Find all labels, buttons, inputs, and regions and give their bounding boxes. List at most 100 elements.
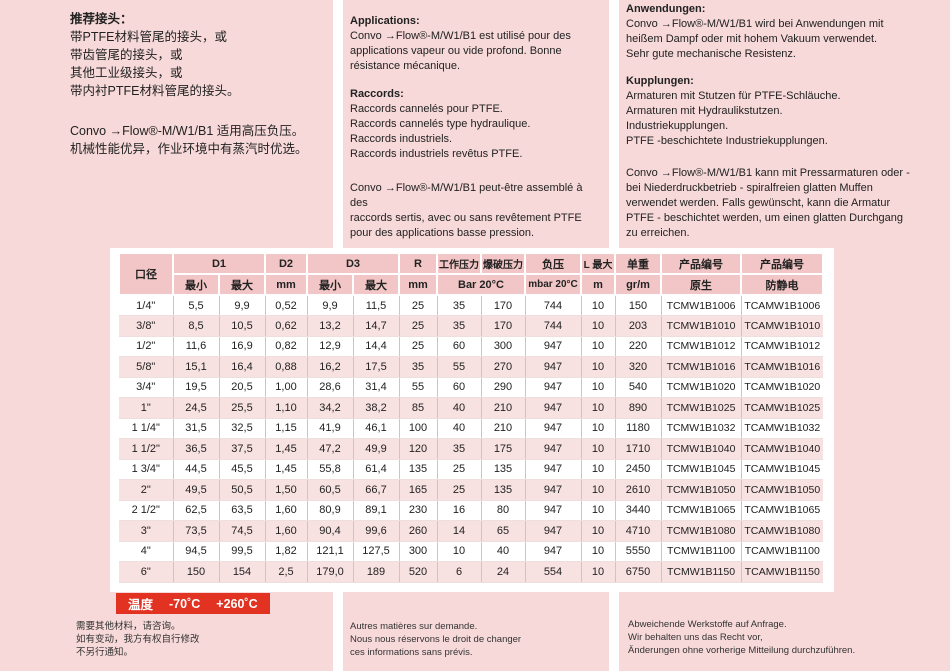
table-cell: TCAMW1B1032 bbox=[740, 417, 823, 439]
table-cell: TCMW1B1020 bbox=[660, 376, 742, 398]
table-cell: 25,5 bbox=[218, 397, 266, 419]
table-cell: 10 bbox=[580, 458, 616, 480]
table-row: 1/2" 11,6 16,9 0,82 12,9 14,4 25 60 300 947 10 220 T… bbox=[119, 335, 823, 357]
table-cell: 1/4" bbox=[119, 294, 174, 316]
table-cell: 270 bbox=[480, 356, 526, 378]
table-cell: TCAMW1B1040 bbox=[740, 438, 823, 460]
table-cell: 6 bbox=[436, 561, 482, 583]
table-cell: 179,0 bbox=[306, 561, 354, 583]
table-cell: 89,1 bbox=[352, 499, 400, 521]
header-product-code-antistatic: 产品编号 bbox=[740, 252, 824, 275]
table-cell: 36,5 bbox=[172, 438, 220, 460]
table-cell: TCAMW1B1065 bbox=[740, 499, 823, 521]
chinese-body-text: 带PTFE材料管尾的接头，或 带齿管尾的接头，或 其他工业级接头，或 带内衬PT… bbox=[70, 30, 240, 98]
table-cell: 947 bbox=[524, 458, 582, 480]
header-r: R bbox=[398, 252, 438, 275]
table-cell: 10 bbox=[580, 479, 616, 501]
table-cell: TCAMW1B1050 bbox=[740, 479, 823, 501]
table-cell: 74,5 bbox=[218, 520, 266, 542]
table-cell: 1,60 bbox=[264, 520, 308, 542]
table-cell: 0,82 bbox=[264, 335, 308, 357]
table-cell: 80 bbox=[480, 499, 526, 521]
table-cell: 3/4" bbox=[119, 376, 174, 398]
table-cell: TCMW1B1065 bbox=[660, 499, 742, 521]
table-cell: 10 bbox=[580, 356, 616, 378]
table-cell: 10 bbox=[580, 561, 616, 583]
table-cell: TCMW1B1040 bbox=[660, 438, 742, 460]
temperature-min: -70˚C bbox=[169, 596, 201, 611]
table-cell: 10 bbox=[436, 540, 482, 562]
table-cell: 99,5 bbox=[218, 540, 266, 562]
table-cell: 6750 bbox=[614, 561, 662, 583]
table-cell: 1,00 bbox=[264, 376, 308, 398]
table-cell: 10 bbox=[580, 294, 616, 316]
table-row: 2" 49,5 50,5 1,50 60,5 66,7 165 25 135 947 10 2610 T… bbox=[119, 479, 823, 501]
table-cell: 34,2 bbox=[306, 397, 354, 419]
table-cell: 60 bbox=[436, 376, 482, 398]
footnote-chinese: 需要其他材料，请咨询。 如有变动，我方有权自行修改 不另行通知。 bbox=[76, 621, 200, 658]
table-cell: 165 bbox=[398, 479, 438, 501]
footnote-german: Abweichende Werkstoffe auf Anfrage. Wir … bbox=[628, 619, 856, 656]
table-cell: 16 bbox=[436, 499, 482, 521]
table-row: 1 1/4" 31,5 32,5 1,15 41,9 46,1 100 40 210 947 10 1… bbox=[119, 417, 823, 439]
table-cell: 1,15 bbox=[264, 417, 308, 439]
table-cell: TCAMW1B1080 bbox=[740, 520, 823, 542]
header-l-max: L 最大 bbox=[580, 252, 616, 275]
table-cell: 554 bbox=[524, 561, 582, 583]
table-cell: 60,5 bbox=[306, 479, 354, 501]
table-cell: TCAMW1B1016 bbox=[740, 356, 823, 378]
table-cell: 170 bbox=[480, 294, 526, 316]
header-d3-min: 最小 bbox=[306, 273, 354, 296]
table-cell: TCAMW1B1010 bbox=[740, 315, 823, 337]
table-cell: 11,6 bbox=[172, 335, 220, 357]
table-cell: 121,1 bbox=[306, 540, 354, 562]
table-cell: 0,88 bbox=[264, 356, 308, 378]
table-cell: 25 bbox=[398, 315, 438, 337]
table-cell: 49,9 bbox=[352, 438, 400, 460]
table-cell: 16,2 bbox=[306, 356, 354, 378]
table-cell: 947 bbox=[524, 397, 582, 419]
german-para-assembly: Convo →Flow®-M/W1/B1 kann mit Pressarmat… bbox=[626, 167, 910, 239]
table-row: 3/4" 19,5 20,5 1,00 28,6 31,4 55 60 290 947 10 540 T… bbox=[119, 376, 823, 398]
header-d3: D3 bbox=[306, 252, 400, 275]
table-cell: 25 bbox=[436, 479, 482, 501]
header-d2-unit: mm bbox=[264, 273, 308, 296]
header-working-pressure: 工作压力 bbox=[436, 252, 482, 275]
temperature-band: 温度 -70˚C +260˚C bbox=[116, 593, 270, 614]
table-cell: TCMW1B1150 bbox=[660, 561, 742, 583]
table-cell: 1" bbox=[119, 397, 174, 419]
header-d3-max: 最大 bbox=[352, 273, 400, 296]
table-cell: 170 bbox=[480, 315, 526, 337]
table-cell: TCMW1B1012 bbox=[660, 335, 742, 357]
table-cell: 9,9 bbox=[306, 294, 354, 316]
table-cell: 90,4 bbox=[306, 520, 354, 542]
header-r-unit: mm bbox=[398, 273, 438, 296]
table-cell: 63,5 bbox=[218, 499, 266, 521]
table-cell: 947 bbox=[524, 356, 582, 378]
table-cell: 3" bbox=[119, 520, 174, 542]
table-cell: 10 bbox=[580, 417, 616, 439]
table-row: 1" 24,5 25,5 1,10 34,2 38,2 85 40 210 947 10 890 TCM… bbox=[119, 397, 823, 419]
french-para-raccords: Raccords cannelés pour PTFE. Raccords ca… bbox=[350, 103, 531, 160]
table-cell: 45,5 bbox=[218, 458, 266, 480]
table-cell: 10,5 bbox=[218, 315, 266, 337]
table-cell: 1,45 bbox=[264, 458, 308, 480]
table-cell: 65 bbox=[480, 520, 526, 542]
table-cell: 1 1/4" bbox=[119, 417, 174, 439]
table-cell: 62,5 bbox=[172, 499, 220, 521]
table-cell: 4710 bbox=[614, 520, 662, 542]
table-cell: TCAMW1B1025 bbox=[740, 397, 823, 419]
header-d1-min: 最小 bbox=[172, 273, 220, 296]
table-cell: 10 bbox=[580, 315, 616, 337]
table-cell: 1710 bbox=[614, 438, 662, 460]
table-cell: 61,4 bbox=[352, 458, 400, 480]
table-cell: 6" bbox=[119, 561, 174, 583]
header-m-unit: m bbox=[580, 273, 616, 296]
table-cell: 189 bbox=[352, 561, 400, 583]
temperature-label: 温度 bbox=[128, 598, 154, 612]
table-cell: 12,9 bbox=[306, 335, 354, 357]
table-cell: TCMW1B1025 bbox=[660, 397, 742, 419]
table-cell: 94,5 bbox=[172, 540, 220, 562]
table-cell: 3440 bbox=[614, 499, 662, 521]
table-cell: 135 bbox=[480, 458, 526, 480]
